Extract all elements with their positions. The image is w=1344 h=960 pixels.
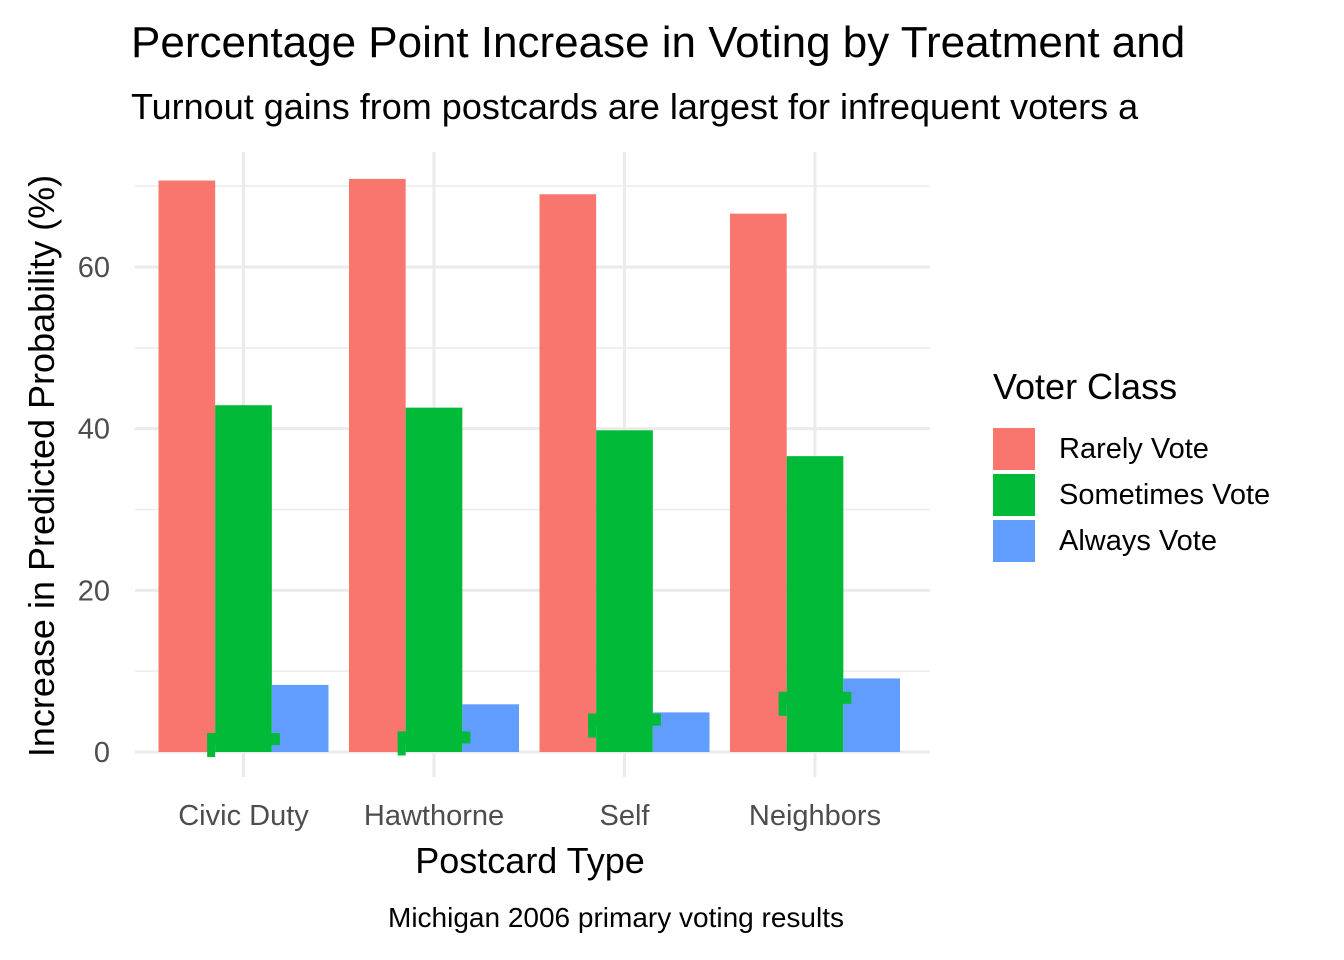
x-tick-label: Civic Duty <box>178 800 309 832</box>
x-axis-label: Postcard Type <box>415 840 645 881</box>
legend-label-always-vote: Always Vote <box>1059 524 1217 557</box>
bar-always-vote-hawthorne <box>462 704 519 752</box>
bar-rarely-vote-neighbors <box>730 213 787 752</box>
legend: Voter Class Rarely Vote Sometimes Vote A… <box>993 366 1270 564</box>
error-mark-left <box>397 731 406 756</box>
legend-title: Voter Class <box>993 366 1178 407</box>
legend-label-sometimes-vote: Sometimes Vote <box>1059 478 1271 511</box>
x-tick-label: Neighbors <box>749 800 881 832</box>
y-tick-label: 40 <box>78 414 110 446</box>
bar-always-vote-civic-duty <box>271 684 329 752</box>
y-tick-label: 0 <box>94 737 110 769</box>
legend-item-sometimes-vote: Sometimes Vote <box>993 472 1270 518</box>
bar-sometimes-vote-neighbors <box>786 456 844 752</box>
y-tick-label: 20 <box>78 575 110 607</box>
error-mark <box>778 691 852 704</box>
bar-always-vote-neighbors <box>843 678 900 752</box>
bar-rarely-vote-hawthorne <box>349 178 406 752</box>
bar-sometimes-vote-self <box>596 430 653 752</box>
chart-caption: Michigan 2006 primary voting results <box>388 902 844 933</box>
legend-item-rarely-vote: Rarely Vote <box>993 426 1270 472</box>
legend-item-always-vote: Always Vote <box>993 518 1270 564</box>
legend-key-sometimes-vote <box>993 474 1035 516</box>
error-mark-left <box>207 733 216 758</box>
error-mark-left <box>778 691 787 716</box>
error-mark <box>207 733 280 746</box>
bar-rarely-vote-self <box>539 194 597 752</box>
x-tick-label: Self <box>600 800 651 832</box>
y-axis-label: Increase in Predicted Probability (%) <box>21 174 62 758</box>
error-mark-left <box>588 713 597 738</box>
bar-always-vote-self <box>652 712 710 752</box>
error-mark <box>397 731 471 744</box>
bar-sometimes-vote-civic-duty <box>215 405 272 752</box>
bar-rarely-vote-civic-duty <box>158 180 216 753</box>
x-tick-label: Hawthorne <box>364 800 504 832</box>
y-tick-label: 60 <box>78 252 110 284</box>
chart-subtitle: Turnout gains from postcards are largest… <box>131 86 1139 127</box>
legend-label-rarely-vote: Rarely Vote <box>1059 432 1209 465</box>
chart-title: Percentage Point Increase in Voting by T… <box>131 18 1186 67</box>
legend-key-rarely-vote <box>993 428 1035 470</box>
bar-sometimes-vote-hawthorne <box>405 407 463 752</box>
error-mark <box>588 713 661 726</box>
legend-key-always-vote <box>993 520 1035 562</box>
